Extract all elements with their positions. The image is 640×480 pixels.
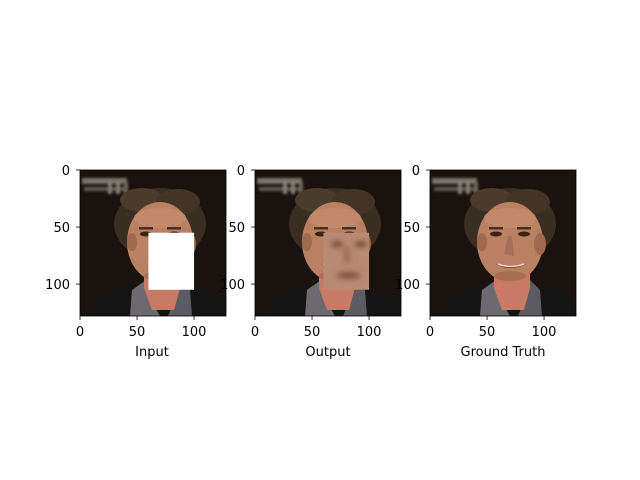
y-tick-label-input-50: 50: [53, 221, 70, 236]
x-tick-label-input-100: 100: [182, 325, 207, 340]
axes-output: 0 50 100 0 50 100: [220, 164, 402, 340]
xlabel-input: Input: [135, 345, 169, 360]
panel-output: 0 50 100 0 50 100: [220, 164, 402, 340]
x-tick-label-input-0: 0: [76, 325, 84, 340]
x-tick-label-output-0: 0: [251, 325, 259, 340]
y-tick-label-ground-truth-0: 0: [412, 164, 420, 179]
y-tick-label-input-0: 0: [62, 164, 70, 179]
xlabel-ground-truth: Ground Truth: [461, 345, 546, 360]
axes-frame-output: [254, 169, 402, 317]
y-tick-label-output-100: 100: [220, 278, 245, 293]
inpainted-features: [331, 241, 367, 279]
ground-truth-image: [430, 170, 576, 316]
x-tick-label-ground-truth-50: 50: [479, 325, 496, 340]
x-tick-label-ground-truth-0: 0: [426, 325, 434, 340]
y-tick-label-ground-truth-100: 100: [395, 278, 420, 293]
mask-rect: [148, 232, 195, 290]
y-tick-label-output-50: 50: [228, 221, 245, 236]
y-tick-label-ground-truth-50: 50: [403, 221, 420, 236]
x-tick-label-input-50: 50: [129, 325, 146, 340]
y-tick-label-output-0: 0: [237, 164, 245, 179]
inpainted-region: [323, 232, 370, 290]
y-tick-label-input-100: 100: [45, 278, 70, 293]
xlabel-output: Output: [305, 345, 350, 360]
x-tick-label-ground-truth-100: 100: [532, 325, 557, 340]
axes-frame-input: [79, 169, 227, 317]
axes-frame-ground-truth: [429, 169, 577, 317]
x-tick-label-output-50: 50: [304, 325, 321, 340]
panel-input: 0 50 100 0 50 100: [45, 164, 227, 340]
x-tick-label-output-100: 100: [357, 325, 382, 340]
axes-input: 0 50 100 0 50 100: [45, 164, 227, 340]
axes-ground-truth: 0 50 100 0 50 100: [395, 164, 577, 340]
panel-ground-truth: 0 50 100 0 50 100: [395, 164, 577, 340]
input-mask: [148, 232, 195, 290]
